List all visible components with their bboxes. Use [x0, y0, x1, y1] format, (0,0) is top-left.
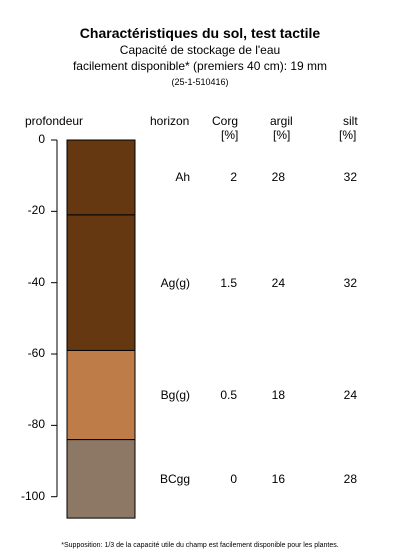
horizon-name: BCgg: [159, 471, 190, 486]
depth-tick-label: -60: [27, 346, 45, 361]
header-horizon: horizon: [150, 114, 190, 128]
horizon-block: [66, 349, 136, 441]
header-clay: argil: [270, 114, 293, 128]
horizon-silt: 24: [343, 388, 357, 403]
header-corg-unit: [%]: [221, 128, 239, 142]
depth-tick-label: -80: [27, 417, 45, 432]
horizon-corg: 0.5: [220, 388, 237, 403]
horizon-block: [66, 139, 136, 216]
horizon-name: Bg(g): [160, 388, 190, 403]
header-corg: Corg: [212, 114, 239, 128]
depth-tick-label: 0: [38, 132, 45, 146]
chart-title: Charactéristiques du sol, test tactile: [79, 25, 321, 41]
header-silt: silt: [343, 114, 358, 128]
horizon-name: Ag(g): [160, 275, 190, 290]
depth-tick-label: -100: [20, 488, 45, 503]
horizon-silt: 32: [343, 170, 357, 185]
sample-code: (25-1-510416): [171, 77, 229, 87]
header-silt-unit: [%]: [339, 128, 357, 142]
horizon-clay: 24: [271, 275, 285, 290]
horizon-clay: 28: [271, 170, 285, 185]
depth-tick-label: -40: [27, 274, 45, 289]
chart-subtitle-available: facilement disponible* (premiers 40 cm):…: [72, 59, 328, 73]
horizon-silt: 28: [343, 471, 357, 486]
chart-subtitle-capacity: Capacité de stockage de l'eau: [119, 43, 281, 57]
header-clay-unit: [%]: [273, 128, 291, 142]
horizon-silt: 32: [343, 275, 357, 290]
horizon-name: Ah: [175, 170, 190, 185]
horizon-clay: 18: [271, 388, 285, 403]
footnote: *Supposition: 1/3 de la capacité utile d…: [61, 542, 339, 549]
horizon-clay: 16: [271, 471, 285, 486]
horizon-block: [66, 214, 136, 351]
header-depth: profondeur: [25, 114, 84, 128]
horizon-corg: 0: [230, 471, 237, 486]
horizon-block: [66, 439, 136, 519]
depth-tick-label: -20: [27, 203, 45, 218]
horizon-corg: 2: [230, 170, 237, 185]
horizon-corg: 1.5: [220, 275, 237, 290]
